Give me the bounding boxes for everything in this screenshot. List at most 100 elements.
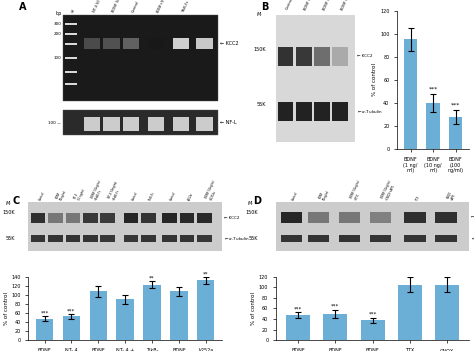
Text: Mᵣ: Mᵣ — [248, 201, 254, 206]
Bar — [180, 213, 194, 223]
Bar — [63, 110, 218, 135]
Text: TrkB-Fc: TrkB-Fc — [181, 0, 190, 13]
Bar — [436, 212, 456, 223]
Text: ***: *** — [451, 102, 460, 107]
Text: Control: Control — [285, 0, 295, 11]
Y-axis label: % of control: % of control — [251, 292, 256, 325]
Bar — [143, 285, 161, 340]
Bar — [286, 315, 310, 340]
Text: BDNF 50ng/ml: BDNF 50ng/ml — [111, 0, 126, 13]
Text: D: D — [253, 196, 261, 206]
Text: 55K: 55K — [5, 236, 15, 241]
Bar — [281, 235, 302, 242]
Text: 150K: 150K — [246, 210, 258, 215]
Text: 150K: 150K — [254, 47, 266, 52]
Text: bp: bp — [55, 11, 61, 16]
Bar — [196, 117, 213, 131]
Text: NT-4 50ng/ml
+TrkB-Fc: NT-4 50ng/ml +TrkB-Fc — [108, 181, 123, 201]
Bar — [170, 291, 188, 340]
Bar — [332, 47, 348, 66]
Bar — [84, 117, 100, 131]
Y-axis label: % of control: % of control — [4, 292, 9, 325]
Bar — [296, 47, 312, 66]
Bar — [36, 319, 53, 340]
Text: BDNF (10 ng/ml): BDNF (10 ng/ml) — [322, 0, 338, 11]
Bar — [427, 103, 440, 149]
Bar — [141, 213, 155, 223]
Text: BDNF
50ng/ml: BDNF 50ng/ml — [319, 188, 331, 201]
Bar — [281, 212, 302, 223]
Bar — [103, 38, 120, 49]
Bar — [66, 235, 80, 242]
Text: ← $\alpha$-Tubulin: ← $\alpha$-Tubulin — [224, 235, 250, 242]
Bar — [83, 235, 98, 242]
Bar — [339, 235, 360, 242]
Bar — [123, 117, 139, 131]
Text: ← KCC2: ← KCC2 — [224, 216, 239, 220]
Text: ← KCC2: ← KCC2 — [357, 54, 373, 58]
Text: TrkB-Fc: TrkB-Fc — [148, 191, 156, 201]
Text: NT-4
50 ng/ml: NT-4 50 ng/ml — [73, 187, 86, 201]
Bar — [398, 285, 422, 340]
Bar — [48, 235, 63, 242]
Text: ***: *** — [368, 312, 377, 317]
Bar — [277, 47, 293, 66]
Bar — [31, 235, 46, 242]
Bar — [404, 235, 426, 242]
Text: NT-4 50 ng/ml: NT-4 50 ng/ml — [92, 0, 106, 13]
Text: B: B — [262, 2, 269, 12]
Text: A: A — [19, 2, 26, 12]
Text: 100: 100 — [54, 56, 61, 60]
Bar — [117, 299, 134, 340]
Bar — [84, 38, 100, 49]
Bar — [173, 38, 190, 49]
Bar — [196, 38, 213, 49]
Bar — [370, 212, 391, 223]
Bar — [100, 235, 115, 242]
Bar — [370, 235, 391, 242]
Text: ***: *** — [67, 309, 75, 313]
Bar — [323, 314, 347, 340]
Bar — [314, 47, 330, 66]
Text: ***: *** — [40, 311, 49, 316]
Text: ← $\alpha$-Tubulin: ← $\alpha$-Tubulin — [357, 108, 383, 115]
Text: C: C — [13, 196, 20, 206]
Bar — [180, 235, 194, 242]
Bar — [404, 212, 426, 223]
Text: ***: *** — [428, 86, 438, 91]
Bar — [308, 212, 329, 223]
Text: 55K: 55K — [249, 236, 258, 241]
Text: BDNF (100 ng/ml): BDNF (100 ng/ml) — [340, 0, 357, 11]
Bar — [100, 213, 115, 223]
Bar — [31, 213, 46, 223]
Text: Mᵣ: Mᵣ — [257, 12, 263, 17]
Text: CNQX
+AP5: CNQX +AP5 — [446, 191, 457, 201]
Text: **: ** — [149, 276, 155, 280]
Bar — [197, 213, 211, 223]
Text: 100 —: 100 — — [48, 121, 61, 125]
Bar — [141, 235, 155, 242]
Bar — [123, 38, 139, 49]
Bar — [63, 15, 218, 101]
Bar — [308, 235, 329, 242]
Bar — [404, 39, 418, 149]
Text: ← KCC2: ← KCC2 — [220, 41, 238, 46]
Text: BDNF 50ng/ml
+TTX: BDNF 50ng/ml +TTX — [349, 180, 365, 201]
Text: Control: Control — [292, 191, 299, 201]
Bar — [148, 38, 164, 49]
Text: Control: Control — [131, 191, 139, 201]
Y-axis label: % of control: % of control — [372, 63, 377, 96]
Text: M: M — [71, 9, 76, 13]
Text: **: ** — [203, 271, 209, 276]
Bar — [296, 102, 312, 121]
Bar — [197, 280, 214, 340]
Bar — [83, 213, 98, 223]
Bar — [314, 102, 330, 121]
Bar — [66, 213, 80, 223]
Text: ← NF-L: ← NF-L — [220, 120, 237, 125]
Text: Control: Control — [131, 0, 140, 13]
Text: k252a: k252a — [187, 192, 194, 201]
Bar — [173, 117, 190, 131]
Text: BDNF (1 ng/ml): BDNF (1 ng/ml) — [304, 0, 319, 11]
Text: Mᵣ: Mᵣ — [6, 201, 12, 206]
